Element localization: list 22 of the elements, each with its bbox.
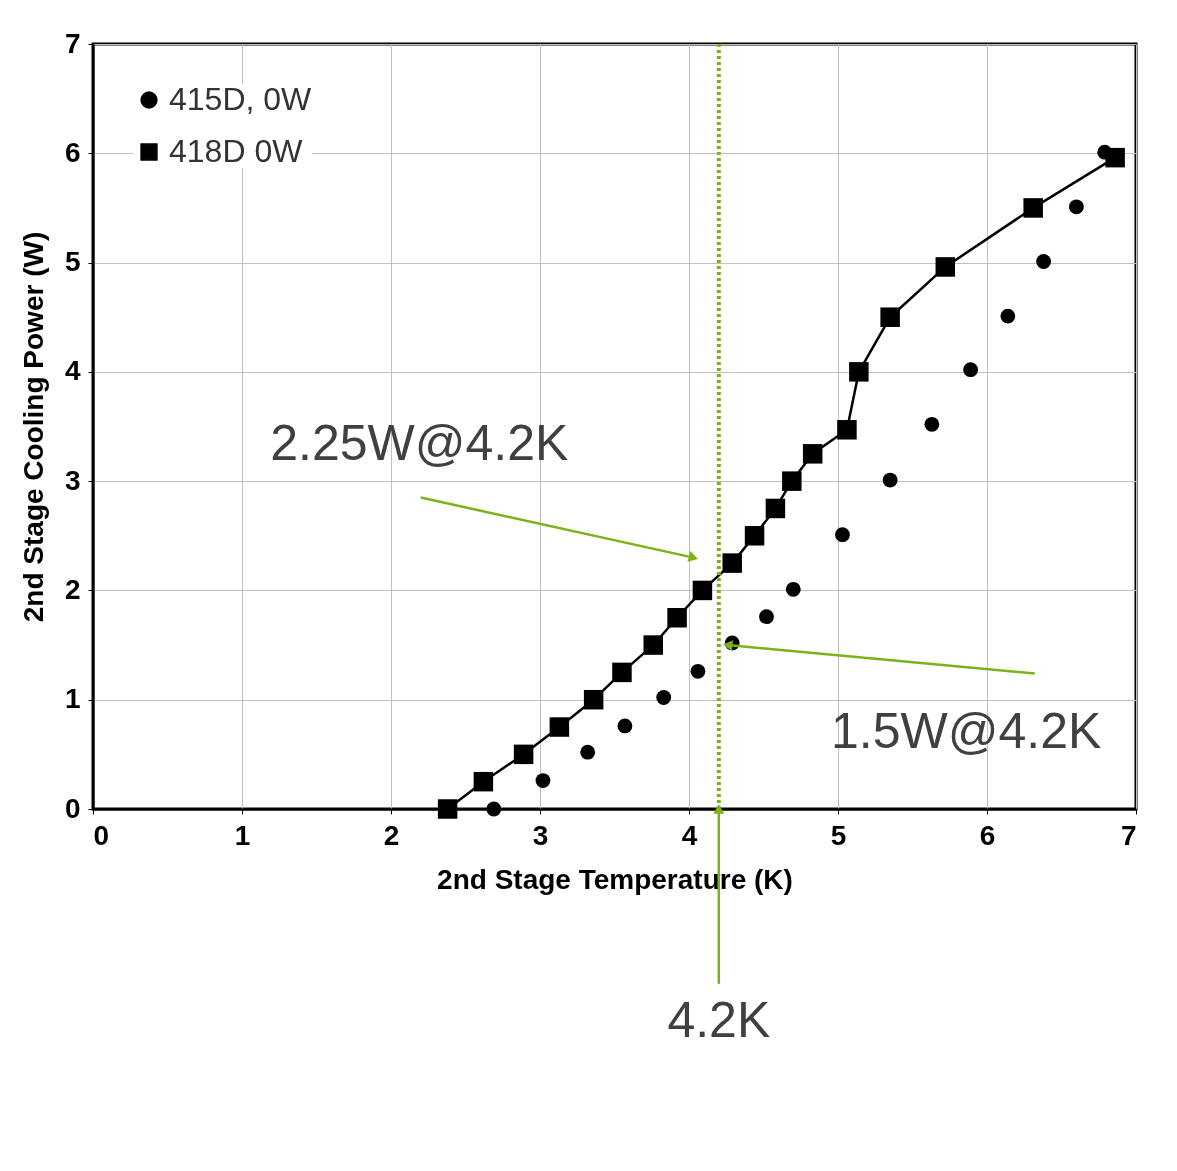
y-tick-label: 7 [64, 27, 81, 59]
x-tick-label: 4 [681, 819, 698, 851]
x-tick-label: 2 [383, 819, 400, 851]
y-tick-label: 0 [64, 792, 81, 824]
y-tick-label: 3 [64, 464, 81, 496]
y-tick-label: 1 [64, 683, 81, 715]
y-tick-label: 5 [64, 246, 81, 278]
legend-label: 415D, 0W [169, 81, 313, 117]
x-tick-label: 1 [234, 819, 251, 851]
x-tick-label: 7 [1120, 819, 1137, 851]
x-tick-label: 5 [830, 819, 847, 851]
y-tick-label: 6 [64, 136, 81, 168]
x-tick-label: 6 [979, 819, 996, 851]
y-tick-label: 2 [64, 573, 81, 605]
y-axis-title: 2nd Stage Cooling Power (W) [17, 231, 49, 623]
annotation: 2.25W@4.2K [270, 415, 569, 472]
y-tick-label: 4 [64, 355, 81, 387]
legend-label: 418D 0W [169, 133, 304, 169]
x-tick-label: 3 [532, 819, 549, 851]
x-tick-label: 0 [93, 819, 110, 851]
annotation: 1.5W@4.2K [830, 702, 1102, 759]
annotation: 4.2K [667, 992, 771, 1049]
